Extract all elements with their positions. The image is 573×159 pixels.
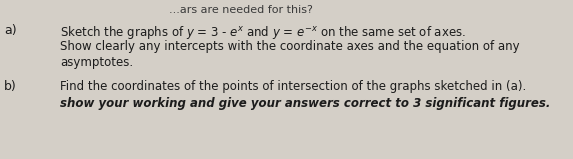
Text: show your working and give your answers correct to 3 significant figures.: show your working and give your answers … xyxy=(60,97,551,110)
Text: Show clearly any intercepts with the coordinate axes and the equation of any: Show clearly any intercepts with the coo… xyxy=(60,40,520,53)
Text: Find the coordinates of the points of intersection of the graphs sketched in (a): Find the coordinates of the points of in… xyxy=(60,80,526,93)
Text: b): b) xyxy=(4,80,17,93)
Text: asymptotes.: asymptotes. xyxy=(60,56,133,69)
Text: ...ars are needed for this?: ...ars are needed for this? xyxy=(168,5,313,15)
Text: Sketch the graphs of $y$ = 3 - $e^x$ and $y$ = $e^{-x}$ on the same set of axes.: Sketch the graphs of $y$ = 3 - $e^x$ and… xyxy=(60,24,466,41)
Text: a): a) xyxy=(4,24,17,37)
